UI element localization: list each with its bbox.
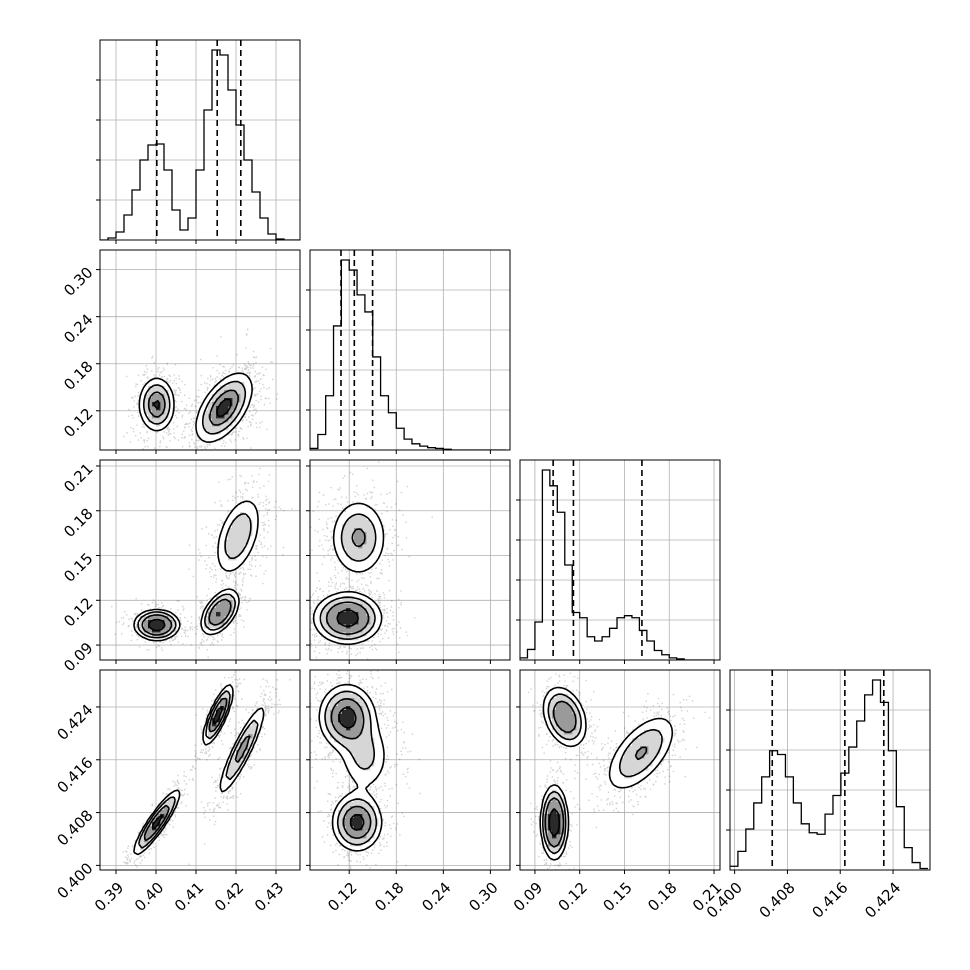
y-tick-label: 0.416 bbox=[53, 754, 96, 797]
y-tick-label: 0.12 bbox=[60, 405, 96, 441]
x-tick-label: 0.424 bbox=[861, 879, 904, 922]
pair-panel-3-1 bbox=[310, 670, 510, 870]
y-tick-label: 0.15 bbox=[60, 549, 96, 585]
histogram-step-3 bbox=[730, 679, 929, 870]
contour-2-1-level-3 bbox=[336, 609, 360, 628]
hist-panel-2 bbox=[520, 460, 720, 660]
x-tick-label: 0.18 bbox=[644, 879, 680, 915]
density-fill-level-3 bbox=[152, 706, 225, 831]
contour-1-0-level-2 bbox=[147, 389, 239, 426]
density-fill-level-2 bbox=[144, 600, 233, 637]
y-tick-label: 0.21 bbox=[60, 460, 96, 496]
panel-frame-1-0 bbox=[99, 249, 301, 451]
histogram-step-0 bbox=[100, 49, 300, 240]
pair-panel-2-1 bbox=[310, 460, 510, 660]
y-tick-label: 0.24 bbox=[60, 310, 96, 346]
contour-3-1-level-3 bbox=[338, 706, 365, 831]
contour-1-0-level-0 bbox=[138, 372, 253, 443]
y-tick-label: 0.09 bbox=[60, 639, 96, 675]
panel-frame-2-1 bbox=[309, 459, 511, 661]
contour-2-1-level-0 bbox=[312, 502, 385, 646]
contour-2-0-level-3 bbox=[147, 618, 166, 632]
x-tick-label: 0.42 bbox=[211, 879, 247, 915]
contour-3-1-level-1 bbox=[324, 690, 378, 846]
y-tick-label: 0.30 bbox=[60, 263, 96, 299]
density-fill-level-1 bbox=[544, 694, 665, 855]
histogram-step-2 bbox=[520, 469, 715, 660]
contour-3-1-level-0 bbox=[318, 683, 385, 852]
contour-3-2-level-2 bbox=[544, 700, 648, 848]
hist-panel-0 bbox=[100, 40, 300, 240]
contour-3-2-level-3 bbox=[548, 808, 561, 837]
contour-2-1-level-2 bbox=[325, 528, 370, 635]
y-tick-label: 0.424 bbox=[53, 701, 96, 744]
contour-2-0-level-2 bbox=[141, 598, 232, 636]
panel-frame-1-1 bbox=[309, 249, 511, 451]
contour-3-0-level-1 bbox=[138, 690, 259, 849]
panel-frame-3-3 bbox=[729, 669, 931, 871]
x-tick-label: 0.416 bbox=[808, 879, 851, 922]
panel-frame-2-2 bbox=[519, 459, 721, 661]
density-fill-level-3 bbox=[338, 608, 359, 629]
contour-3-0-level-2 bbox=[143, 697, 251, 842]
contour-3-2-level-1 bbox=[542, 693, 663, 855]
hist-panel-1 bbox=[310, 250, 510, 450]
x-tick-label: 0.24 bbox=[418, 879, 454, 915]
pair-panel-1-0 bbox=[100, 250, 300, 450]
histogram-step-1 bbox=[310, 259, 507, 450]
panel-frame-3-0 bbox=[99, 669, 301, 871]
density-fill-level-3 bbox=[548, 810, 561, 839]
y-tick-label: 0.12 bbox=[60, 594, 96, 630]
panel-frame-2-0 bbox=[99, 459, 301, 661]
x-tick-label: 0.40 bbox=[131, 879, 167, 915]
panel-frame-3-1 bbox=[309, 669, 511, 871]
x-tick-label: 0.12 bbox=[555, 879, 591, 915]
pair-panel-2-0 bbox=[100, 460, 300, 660]
contour-2-0-level-1 bbox=[137, 513, 252, 639]
x-tick-label: 0.12 bbox=[324, 879, 360, 915]
contour-2-1-level-1 bbox=[319, 513, 377, 640]
contour-2-0-level-0 bbox=[133, 500, 259, 642]
contour-1-0-level-3 bbox=[153, 398, 232, 417]
x-tick-label: 0.39 bbox=[91, 879, 127, 915]
hist-panel-3 bbox=[730, 670, 930, 870]
contour-3-2-level-0 bbox=[539, 686, 674, 861]
contour-3-0-level-0 bbox=[133, 683, 265, 856]
x-tick-label: 0.30 bbox=[465, 879, 501, 915]
x-tick-label: 0.15 bbox=[599, 879, 635, 915]
y-tick-label: 0.408 bbox=[53, 806, 96, 849]
x-tick-label: 0.43 bbox=[251, 879, 287, 915]
contour-1-0-level-1 bbox=[142, 380, 247, 435]
panel-frame-0-0 bbox=[99, 39, 301, 241]
panel-frame-3-2 bbox=[519, 669, 721, 871]
pair-panel-3-0 bbox=[100, 670, 300, 870]
y-tick-label: 0.400 bbox=[53, 859, 96, 902]
density-fill-level-2 bbox=[326, 528, 371, 637]
density-fill-level-3 bbox=[338, 706, 363, 831]
x-tick-label: 0.18 bbox=[371, 879, 407, 915]
x-tick-label: 0.41 bbox=[171, 879, 207, 915]
x-tick-label: 0.09 bbox=[510, 879, 546, 915]
contour-3-1-level-2 bbox=[330, 698, 372, 839]
contour-3-0-level-3 bbox=[151, 706, 224, 830]
y-tick-label: 0.18 bbox=[60, 505, 96, 541]
x-tick-label: 0.408 bbox=[756, 879, 799, 922]
pair-panel-3-2 bbox=[520, 670, 720, 870]
y-tick-label: 0.18 bbox=[60, 358, 96, 394]
scatter-points bbox=[122, 670, 291, 868]
